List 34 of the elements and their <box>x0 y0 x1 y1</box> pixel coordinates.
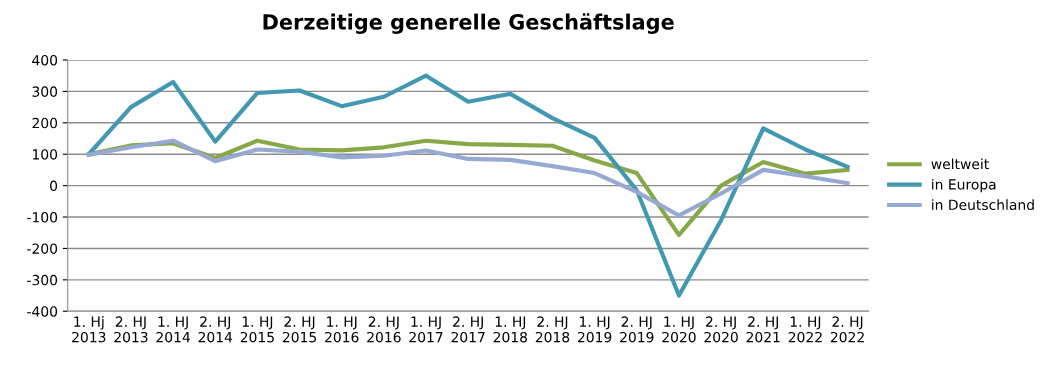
x-tick-label: 1. Hj 2013 <box>72 316 106 343</box>
legend-label: in Europa <box>932 178 996 193</box>
chart-title: Derzeitige generelle Geschäftslage <box>263 13 674 34</box>
x-tick-label: 1. HJ 2016 <box>325 316 359 343</box>
line-series <box>86 73 850 298</box>
y-tick-label: 100 <box>33 149 58 160</box>
x-tick-label: 2. HJ 2013 <box>114 316 148 343</box>
x-tick-label: 2. HJ 2020 <box>704 316 738 343</box>
y-tick-label: 400 <box>32 54 58 66</box>
y-tick-label: -200 <box>27 243 58 254</box>
y-tick-label: 0 <box>50 180 58 192</box>
legend-label: in Deutschland <box>932 199 1034 211</box>
x-tick-label: 2. HJ 2017 <box>451 316 485 343</box>
y-tick-label: -400 <box>27 306 58 317</box>
x-tick-label: 1. HJ 2014 <box>156 316 190 343</box>
y-tick-label: 200 <box>32 117 58 129</box>
y-tick-label: -100 <box>27 212 58 223</box>
y-tick-label: 300 <box>32 86 58 97</box>
legend-label: weltweit <box>931 158 989 170</box>
y-tick-label: -300 <box>27 274 58 286</box>
x-tick-label: 1. HJ 2015 <box>240 316 274 343</box>
line-series <box>86 138 850 218</box>
x-tick-label: 2. HJ 2014 <box>198 316 233 343</box>
x-tick-label: 2. HJ 2018 <box>535 316 570 343</box>
x-tick-label: 1. HJ 2022 <box>788 316 822 343</box>
x-tick-label: 2. HJ 2016 <box>367 316 401 343</box>
x-tick-label: 1. HJ 2018 <box>493 316 528 343</box>
x-tick-label: 2. HJ 2019 <box>620 316 654 343</box>
x-tick-label: 1. HJ 2017 <box>409 316 443 343</box>
x-tick-label: 2. HJ 2015 <box>282 316 317 343</box>
x-tick-label: 2. HJ 2021 <box>746 316 780 343</box>
x-tick-label: 2. HJ 2022 <box>830 316 864 343</box>
x-tick-label: 1. HJ 2019 <box>577 316 612 343</box>
x-tick-label: 1. HJ 2020 <box>662 316 696 343</box>
